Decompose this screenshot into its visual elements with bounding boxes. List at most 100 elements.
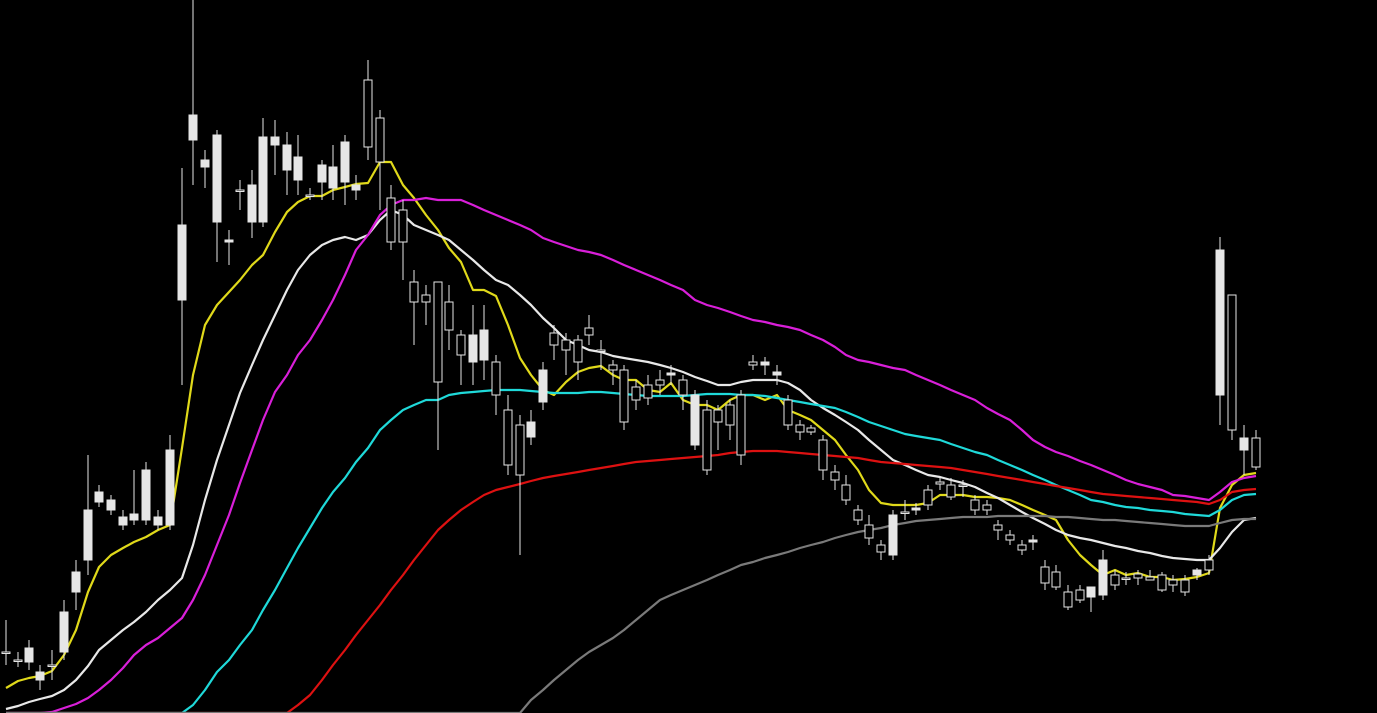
candle-body [1192, 569, 1202, 576]
candle-body [1098, 559, 1108, 596]
candle [1110, 570, 1120, 590]
candle-body [47, 664, 57, 667]
candle [900, 500, 910, 520]
candle [468, 305, 478, 385]
candle-body [1204, 559, 1214, 571]
candle-body [806, 427, 816, 433]
candle [911, 503, 921, 515]
candle-body [795, 424, 805, 433]
candle-body [690, 394, 700, 446]
candle [118, 510, 128, 530]
candle-body [59, 611, 69, 653]
candle-body [643, 384, 653, 399]
candle [678, 375, 688, 410]
candle [1251, 430, 1261, 470]
candle [1121, 572, 1131, 585]
candle [795, 420, 805, 440]
candle-body [1075, 589, 1085, 601]
candle [923, 485, 933, 510]
candle-body [71, 571, 81, 593]
candle [444, 285, 454, 350]
candle [608, 360, 618, 385]
candle-body [1145, 576, 1155, 581]
candle [853, 505, 863, 525]
candle [1168, 575, 1178, 592]
candle-body [748, 361, 758, 366]
candle [35, 665, 45, 690]
candle [83, 455, 93, 575]
candle [317, 160, 327, 200]
candle [1215, 237, 1225, 425]
candle-body [760, 361, 770, 366]
candle [1180, 575, 1190, 596]
candle [106, 495, 116, 515]
candle-body [165, 449, 175, 526]
candle [1227, 294, 1237, 440]
candle-body [468, 334, 478, 363]
candle [643, 375, 653, 405]
candle [71, 560, 81, 610]
candle-body [772, 371, 782, 376]
candle-body [666, 372, 676, 376]
candle [47, 650, 57, 680]
candle [1145, 570, 1155, 581]
candle [982, 500, 992, 515]
candle-body [317, 164, 327, 183]
candle-body [736, 394, 746, 456]
candle [1040, 560, 1050, 590]
candle [363, 60, 373, 160]
candle-body [409, 281, 419, 303]
candle-body [911, 507, 921, 511]
candle-body [1215, 249, 1225, 396]
candle-body [888, 514, 898, 556]
candle-body [993, 524, 1003, 531]
candle [1098, 550, 1108, 600]
candle [841, 475, 851, 505]
candle-body [1239, 437, 1249, 451]
candle-body [1005, 534, 1015, 541]
candle-body [13, 659, 23, 662]
candle-body [655, 379, 665, 386]
candle [247, 170, 257, 238]
candle [340, 135, 350, 205]
candle-body [853, 509, 863, 521]
candle-body [305, 194, 315, 197]
candle-body [526, 421, 536, 438]
candle-body [94, 491, 104, 503]
candle-body [958, 484, 968, 487]
candle-body [946, 484, 956, 498]
candle [736, 390, 746, 465]
candle [386, 185, 396, 250]
candle-body [864, 524, 874, 539]
candle-body [783, 399, 793, 426]
candle [876, 540, 886, 560]
candle [515, 415, 525, 555]
candle-body [224, 239, 234, 243]
candle [666, 365, 676, 385]
candle [141, 462, 151, 525]
candle-body [1, 651, 11, 654]
candle [59, 600, 69, 660]
candle-body [631, 386, 641, 401]
candle [503, 395, 513, 475]
candle-body [538, 369, 548, 403]
candle [24, 640, 34, 670]
candle [888, 510, 898, 560]
candle-body [118, 516, 128, 526]
candle-body [386, 197, 396, 243]
candle [1051, 565, 1061, 590]
candle-body [923, 489, 933, 506]
candle-body [678, 379, 688, 396]
candle [702, 400, 712, 475]
moving-average-line-6 [6, 514, 1256, 713]
candle-body [235, 189, 245, 192]
candle [165, 435, 175, 530]
candle [398, 200, 408, 280]
candle-body [129, 513, 139, 521]
moving-average-line-3 [6, 196, 1257, 713]
candle-body [35, 671, 45, 681]
candle [282, 132, 292, 195]
candle-body [247, 184, 257, 223]
candle [1192, 568, 1202, 580]
